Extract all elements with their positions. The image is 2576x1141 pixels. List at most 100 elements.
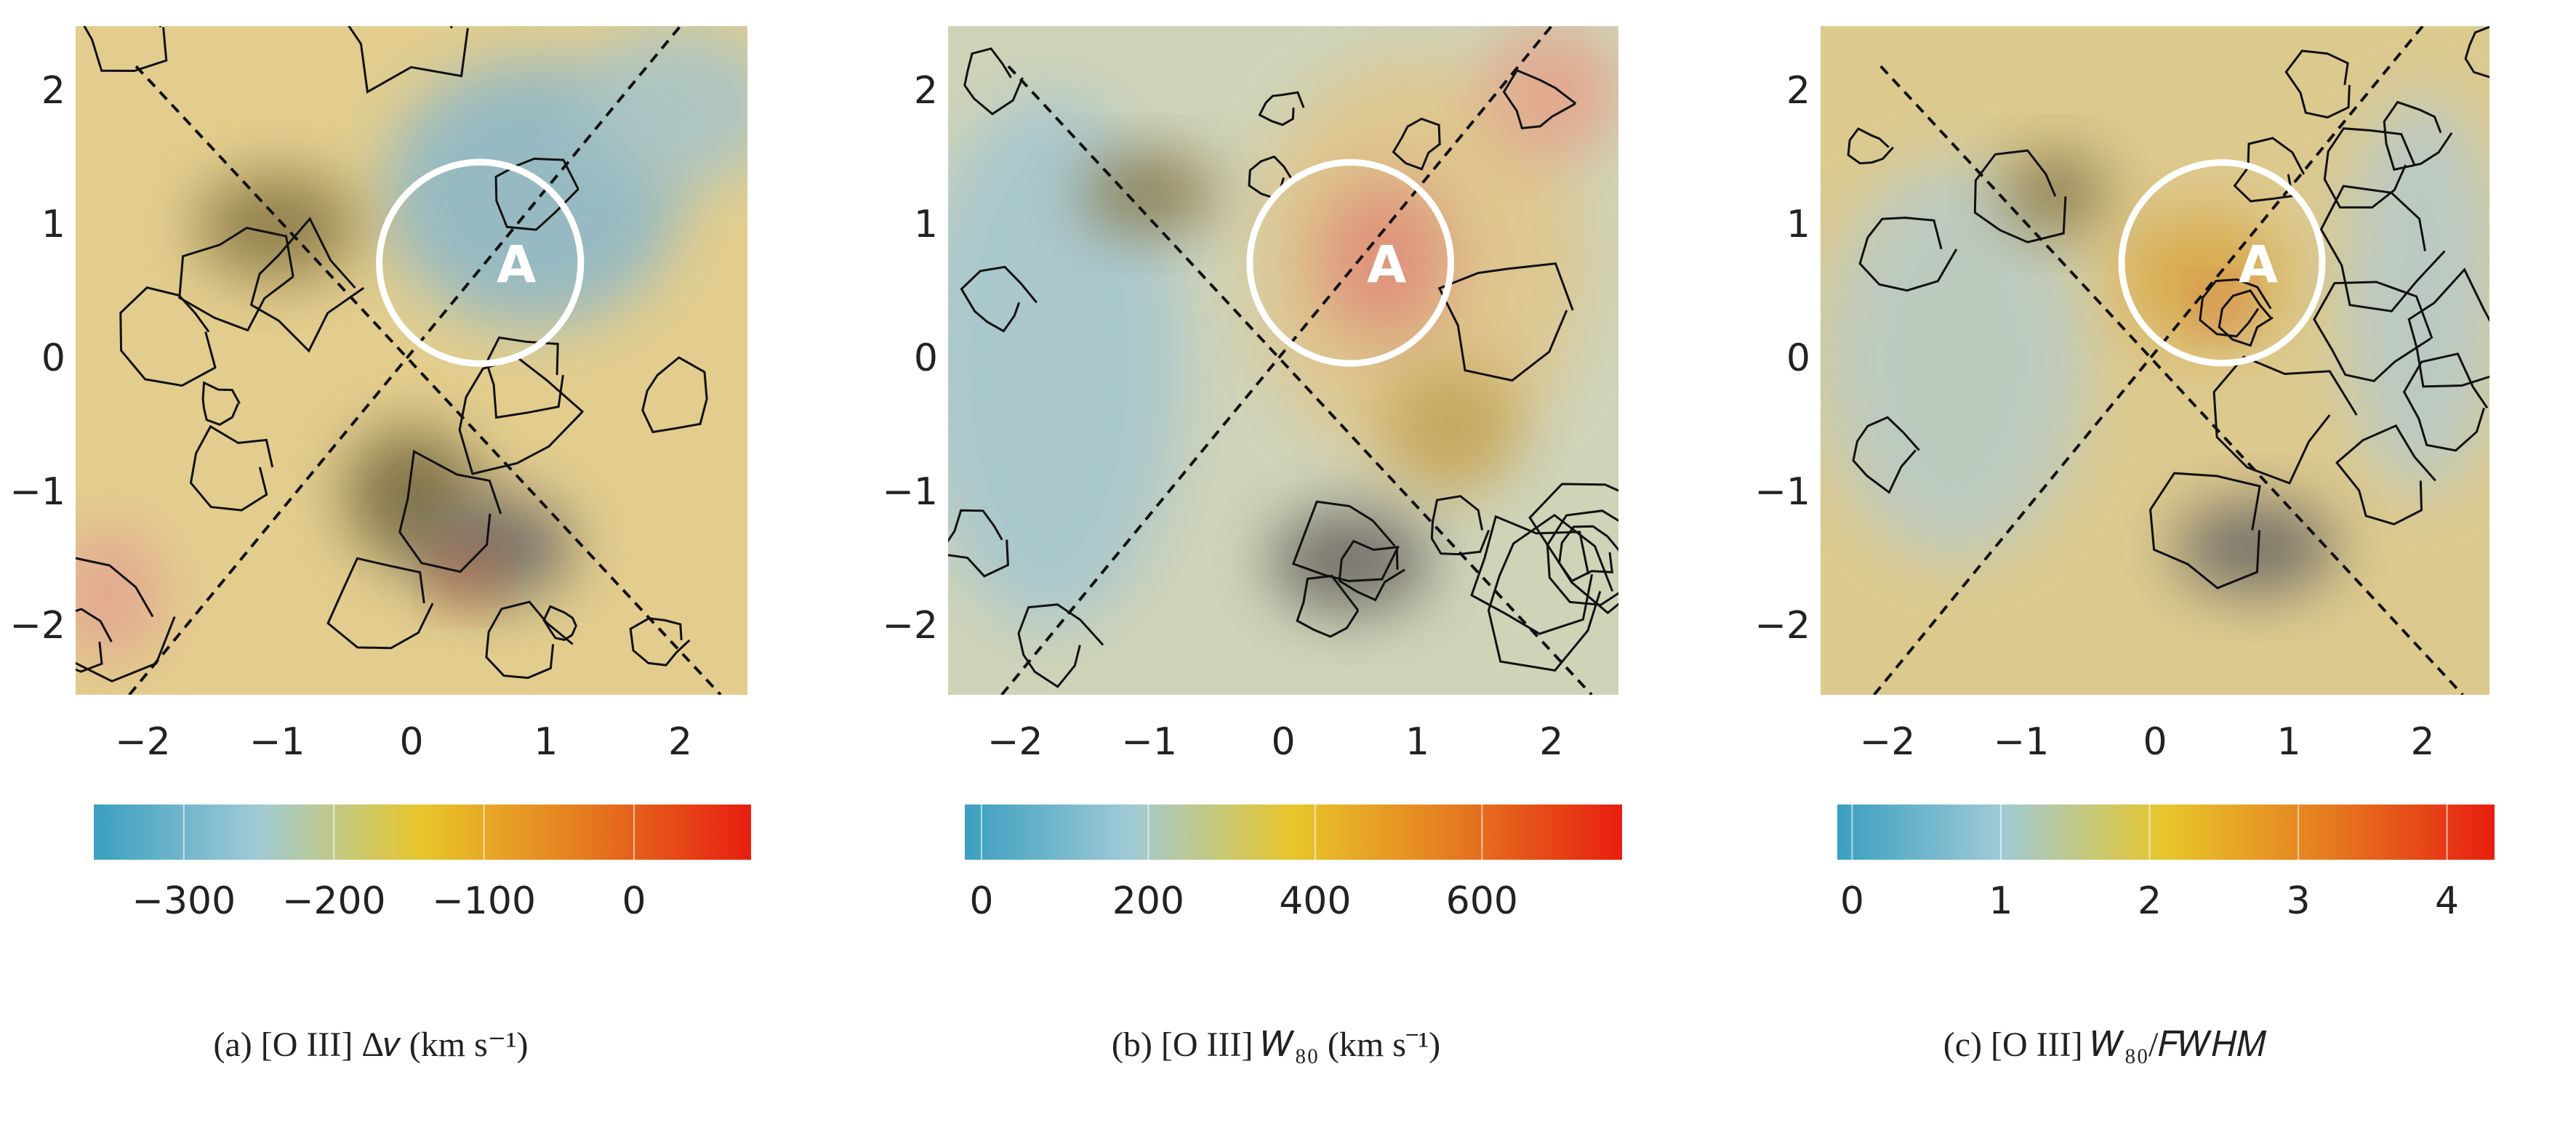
map-image (76, 26, 747, 695)
cone-edge (135, 65, 722, 695)
x-tick-label: −1 (1994, 720, 2050, 764)
colorbar-tick-label: 3 (2286, 879, 2310, 923)
map-blob (76, 528, 164, 661)
colorbar-tick-label: 200 (1112, 879, 1184, 923)
contour (2407, 267, 2489, 388)
y-tick-label: −1 (9, 470, 65, 514)
map-blob (1317, 180, 1451, 341)
contour (2149, 472, 2261, 589)
contour (2319, 185, 2446, 313)
map-blob (1484, 26, 1618, 160)
colorbar-tick-label: −200 (282, 879, 386, 923)
y-tick-label: 0 (41, 336, 65, 380)
x-tick-label: 1 (1405, 720, 1429, 764)
colorbar-tick-label: 0 (1840, 879, 1864, 923)
map-image (1821, 26, 2489, 695)
contour (2218, 289, 2274, 347)
colorbar-tick-label: 0 (622, 879, 646, 923)
map-blob (1269, 507, 1431, 615)
x-tick-label: −2 (987, 720, 1043, 764)
colorbar-tick-label: 4 (2435, 879, 2459, 923)
contour (948, 509, 1009, 578)
x-tick-label: 1 (2276, 720, 2300, 764)
contour (458, 356, 585, 475)
contour (2212, 355, 2358, 485)
contour (2284, 49, 2351, 119)
map-blob (1384, 360, 1518, 494)
region-label: A (1367, 235, 1406, 295)
x-tick-label: −2 (115, 720, 171, 764)
region-label: A (2239, 235, 2278, 295)
x-tick-label: 1 (534, 720, 558, 764)
y-tick-label: −1 (1754, 470, 1810, 514)
contour (1973, 149, 2067, 243)
contour (2233, 137, 2306, 203)
contour (1528, 483, 1618, 615)
contour (1430, 495, 1490, 556)
contour (249, 217, 365, 353)
contour (1296, 574, 1360, 638)
contour (2383, 100, 2453, 172)
contour (2199, 278, 2272, 338)
colorbar (1837, 805, 2495, 860)
panel: A −2 −1 0 1 2 −2 −1 0 1 2 0 1 2 3 4 (c) [O III] 𝑊₈₀/𝐹𝑊𝐻𝑀 (1754, 26, 2495, 1064)
contour (119, 286, 217, 387)
x-tick-label: 0 (1271, 720, 1295, 764)
contour (2402, 352, 2489, 452)
x-tick-label: 0 (399, 720, 423, 764)
contour (326, 557, 434, 650)
contour (2313, 281, 2433, 382)
colorbar-tick-label: 400 (1279, 879, 1351, 923)
panel: A −2 −1 0 1 2 −2 −1 0 1 2 −300 −200 −100 0 (a) [O III] … (9, 26, 751, 1064)
y-tick-label: −2 (882, 604, 938, 648)
map-image (948, 26, 1618, 695)
y-tick-label: −2 (9, 604, 65, 648)
caption: (a) [O III] Δ𝑣 (km s⁻¹) (214, 1025, 529, 1064)
cone-edge (1000, 26, 1553, 695)
contour (542, 605, 578, 641)
contour (1487, 513, 1614, 672)
region-circle (2118, 159, 2326, 367)
y-tick-label: 0 (914, 336, 938, 380)
y-tick-label: 2 (41, 69, 65, 113)
contour (76, 557, 176, 683)
colorbar-tick-label: 2 (2138, 879, 2162, 923)
contour (348, 26, 469, 94)
region-label: A (497, 235, 536, 295)
contour (178, 227, 294, 332)
contour (1470, 515, 1594, 635)
colorbar (94, 805, 751, 860)
contour (1858, 217, 1958, 292)
y-tick-label: 2 (1786, 69, 1810, 113)
contour (1546, 509, 1618, 606)
contour (1291, 500, 1400, 583)
map-blob (1821, 160, 2088, 561)
contour (189, 424, 274, 512)
cone-edge (1007, 65, 1593, 695)
y-tick-label: 2 (914, 69, 938, 113)
map-blob (2342, 93, 2489, 494)
x-tick-label: 2 (668, 720, 692, 764)
y-tick-label: −1 (882, 470, 938, 514)
x-tick-label: −2 (1860, 720, 1916, 764)
contour (1392, 117, 1442, 171)
contour (1502, 68, 1577, 130)
contour (1258, 91, 1305, 126)
caption: (b) [O III] 𝑊₈₀ (km s⁻¹) (1112, 1025, 1440, 1064)
contour (641, 356, 708, 434)
contour (2335, 424, 2436, 525)
y-tick-label: −2 (1754, 604, 1810, 648)
contour (1558, 525, 1618, 583)
x-tick-label: 2 (1539, 720, 1563, 764)
x-tick-label: 0 (2143, 720, 2167, 764)
y-tick-label: 1 (914, 203, 938, 246)
contour (1847, 127, 1894, 165)
y-tick-label: 1 (41, 203, 65, 246)
contour (1437, 262, 1574, 382)
contour (76, 608, 113, 673)
colorbar-tick-label: −100 (432, 879, 536, 923)
region-circle (1246, 158, 1454, 367)
x-tick-label: −1 (1121, 720, 1177, 764)
contour (960, 265, 1038, 333)
